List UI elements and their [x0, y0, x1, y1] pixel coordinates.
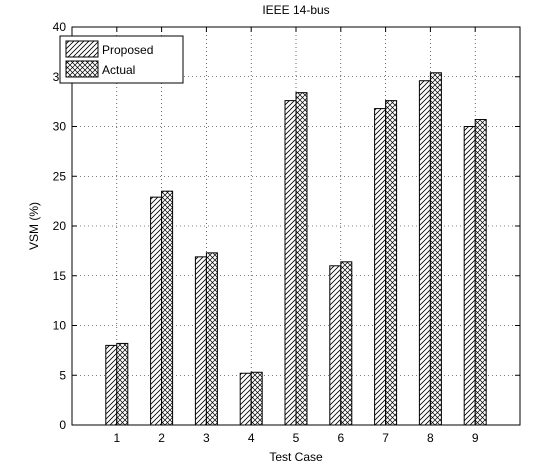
x-tick-label: 1 [113, 431, 120, 445]
x-tick-label: 5 [293, 431, 300, 445]
bar-proposed-8 [418, 80, 431, 426]
x-tick-label: 2 [158, 431, 165, 445]
x-tick-label: 4 [248, 431, 255, 445]
y-tick-label: 15 [53, 269, 67, 283]
bar-proposed-6 [329, 265, 342, 426]
y-tick-label: 0 [59, 418, 66, 432]
legend-swatch-proposed [65, 40, 99, 58]
x-axis-label: Test Case [269, 450, 323, 464]
bar-proposed-7 [374, 108, 387, 426]
bar-actual-2 [161, 190, 174, 426]
y-axis-label: VSM (%) [27, 202, 41, 250]
bar-proposed-4 [239, 372, 252, 426]
legend-label-actual: Actual [102, 63, 135, 77]
legend-label-proposed: Proposed [102, 43, 153, 57]
bar-proposed-2 [150, 196, 163, 426]
bar-proposed-1 [105, 344, 118, 426]
x-tick-label: 6 [337, 431, 344, 445]
x-tick-label: 7 [382, 431, 389, 445]
bar-proposed-5 [284, 100, 297, 426]
legend: Proposed Actual [59, 35, 184, 84]
bar-actual-5 [295, 92, 308, 426]
bar-actual-3 [205, 252, 218, 426]
bars [105, 72, 487, 426]
y-tick-label: 20 [53, 219, 67, 233]
y-tick-label: 10 [53, 319, 67, 333]
bar-actual-7 [385, 100, 398, 426]
x-tick-label: 3 [203, 431, 210, 445]
bar-actual-9 [474, 119, 487, 426]
y-tick-label: 30 [53, 120, 67, 134]
x-tick-label: 8 [427, 431, 434, 445]
y-tick-label: 5 [59, 368, 66, 382]
chart-title: IEEE 14-bus [262, 3, 329, 17]
x-tick-label: 9 [472, 431, 479, 445]
bar-actual-6 [340, 261, 353, 426]
bar-actual-1 [116, 342, 129, 426]
y-tick-label: 40 [53, 20, 67, 34]
bar-proposed-3 [194, 256, 207, 426]
bar-actual-4 [250, 371, 263, 426]
y-tick-label: 25 [53, 169, 67, 183]
bar-actual-8 [429, 72, 442, 426]
bar-proposed-9 [463, 126, 476, 426]
legend-swatch-actual [65, 60, 99, 78]
